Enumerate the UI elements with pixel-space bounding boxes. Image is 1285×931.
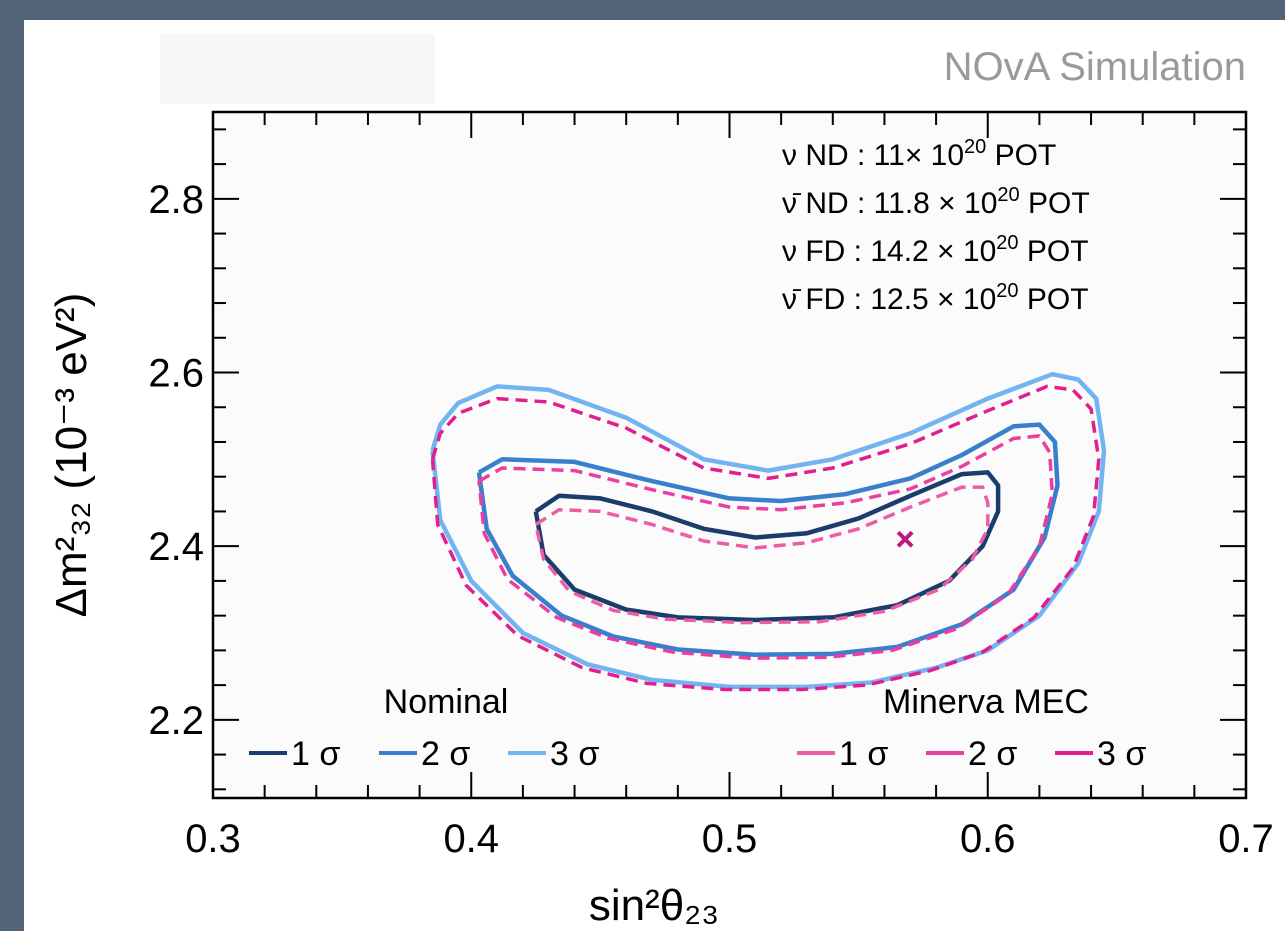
legend-entry-label: 2 σ bbox=[421, 735, 470, 773]
best-fit-cross bbox=[896, 530, 914, 548]
legend-entry-label: 2 σ bbox=[968, 735, 1017, 773]
x-tick-label: 0.5 bbox=[702, 817, 758, 861]
plot-area bbox=[213, 112, 1246, 798]
legend-group-title: Nominal bbox=[384, 683, 509, 721]
exposure-annotations: ν ND : 11× 1020 POT ν̄ ND : 11.8 × 1020 P… bbox=[782, 136, 1090, 316]
contour-minerva-mec-3- bbox=[430, 384, 1101, 692]
legend-group-title: Minerva MEC bbox=[883, 683, 1089, 721]
y-tick-label: 2.4 bbox=[148, 525, 204, 569]
exposure-line: ν̄ ND : 11.8 × 1020 POT bbox=[782, 184, 1090, 220]
contour-nominal-3- bbox=[430, 371, 1107, 690]
y-tick-label: 2.8 bbox=[148, 178, 204, 222]
header-label: NOvA Simulation bbox=[944, 45, 1246, 89]
contour-minerva-mec-1- bbox=[534, 485, 990, 625]
best-fit-marker bbox=[896, 530, 914, 548]
figure-frame: NOvA Simulation 0.3 0.4 0.5 0.6 0.7 2.2 2.4 2.… bbox=[24, 20, 1285, 931]
x-tick-label: 0.4 bbox=[443, 817, 499, 861]
y-tick-label: 2.2 bbox=[148, 699, 204, 743]
x-tick-label: 0.3 bbox=[185, 817, 241, 861]
x-tick-labels: 0.3 0.4 0.5 0.6 0.7 bbox=[185, 817, 1274, 861]
y-axis-label: Δm²₃₂ (10⁻³ eV²) bbox=[47, 293, 96, 618]
x-tick-label: 0.6 bbox=[960, 817, 1016, 861]
x-axis-label: sin²θ₂₃ bbox=[589, 881, 719, 930]
contour-chart: NOvA Simulation 0.3 0.4 0.5 0.6 0.7 2.22.42.… bbox=[47, 34, 1274, 930]
plot-frame bbox=[211, 110, 1248, 800]
axis-ticks bbox=[212, 112, 1247, 798]
contour-minerva-mec-2- bbox=[477, 434, 1055, 660]
y-tick-label: 2.6 bbox=[148, 352, 204, 396]
legend-entry-label: 1 σ bbox=[291, 735, 340, 773]
legend-entry-label: 1 σ bbox=[839, 735, 888, 773]
contours bbox=[430, 371, 1107, 692]
contour-nominal-1- bbox=[533, 470, 1001, 623]
y-tick-labels: 2.2 2.4 2.6 2.8 bbox=[148, 178, 204, 743]
top-left-patch bbox=[160, 34, 435, 104]
exposure-line: ν̄ FD : 12.5 × 1020 POT bbox=[782, 280, 1089, 316]
legend-entry-label: 3 σ bbox=[1097, 735, 1146, 773]
exposure-line: ν FD : 14.2 × 1020 POT bbox=[782, 232, 1089, 268]
exposure-line: ν ND : 11× 1020 POT bbox=[782, 136, 1056, 172]
legend-entry-label: 3 σ bbox=[550, 735, 599, 773]
x-tick-label: 0.7 bbox=[1218, 817, 1274, 861]
contour-nominal-2- bbox=[476, 422, 1060, 657]
